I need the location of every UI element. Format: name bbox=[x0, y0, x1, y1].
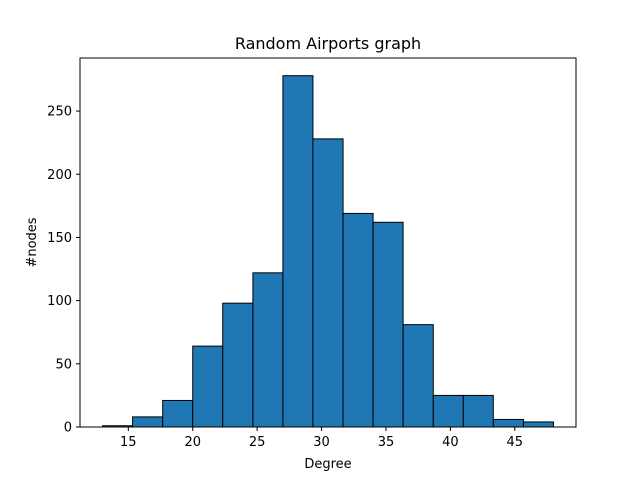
histogram-bar bbox=[252, 272, 284, 428]
y-axis-label: #nodes bbox=[25, 217, 40, 267]
histogram-bar bbox=[192, 345, 224, 428]
x-tick-label: 15 bbox=[120, 435, 137, 450]
histogram-bar bbox=[462, 394, 494, 428]
chart-title: Random Airports graph bbox=[235, 34, 421, 53]
histogram-bar bbox=[372, 221, 404, 428]
y-tick-label: 200 bbox=[47, 168, 72, 183]
histogram-bar bbox=[522, 421, 554, 428]
plot-frame bbox=[79, 57, 577, 428]
histogram-bar bbox=[492, 418, 524, 428]
x-tick-label: 45 bbox=[507, 435, 524, 450]
y-tick-label: 250 bbox=[47, 105, 72, 120]
histogram-bar bbox=[132, 416, 164, 428]
histogram-bar bbox=[432, 394, 464, 428]
histogram-bar bbox=[162, 399, 194, 428]
x-tick-label: 30 bbox=[313, 435, 330, 450]
x-axis-label: Degree bbox=[304, 457, 351, 472]
bars-group bbox=[102, 75, 554, 428]
y-tick-label: 150 bbox=[47, 231, 72, 246]
x-tick-label: 25 bbox=[249, 435, 266, 450]
y-tick-label: 0 bbox=[64, 421, 72, 436]
histogram-bar bbox=[222, 302, 254, 428]
y-axis-ticks: 0 50 100 150 200 250 bbox=[47, 105, 80, 436]
y-tick-label: 50 bbox=[55, 357, 72, 372]
x-tick-label: 35 bbox=[378, 435, 395, 450]
x-tick-label: 20 bbox=[184, 435, 201, 450]
histogram-bar bbox=[282, 75, 314, 428]
x-tick-label: 40 bbox=[442, 435, 459, 450]
histogram-bar bbox=[342, 212, 374, 428]
histogram-bar bbox=[312, 138, 344, 428]
x-axis-ticks: 15 20 25 30 35 40 45 bbox=[120, 427, 523, 450]
y-tick-label: 100 bbox=[47, 294, 72, 309]
histogram-bar bbox=[402, 324, 434, 428]
